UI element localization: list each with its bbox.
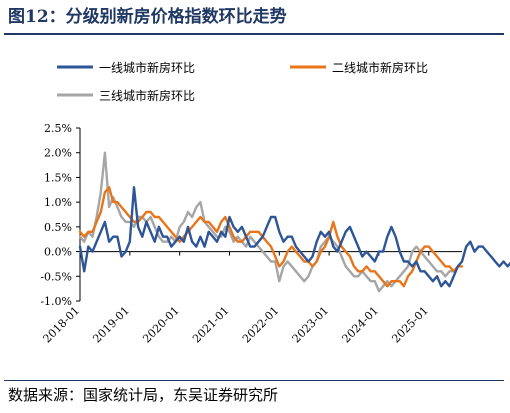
source-note: 数据来源：国家统计局，东吴证券研究所	[8, 386, 279, 404]
legend-label: 二线城市新房环比	[332, 60, 428, 75]
y-tick-label: 0.5%	[44, 221, 72, 234]
y-axis: 2.5% 2.0% 1.5% 1.0% 0.5% 0.0% -0.5% -1.0%	[40, 122, 81, 308]
y-tick-label: -0.5%	[40, 270, 72, 283]
y-tick-label: 2.5%	[44, 122, 72, 135]
series-line-1	[78, 186, 510, 288]
x-axis: 2018-01 2019-01 2020-01 2021-01 2022-01 2023-…	[41, 251, 462, 346]
x-tick-label: 2020-01	[140, 304, 182, 346]
x-tick-label: 2018-01	[41, 304, 83, 346]
series-lines	[78, 151, 510, 293]
x-tick-label: 2019-01	[90, 304, 132, 346]
x-tick-label: 2023-01	[290, 304, 332, 346]
title-divider	[4, 33, 504, 35]
series-line-2	[78, 186, 464, 288]
x-tick-label: 2021-01	[190, 304, 232, 346]
y-tick-label: 1.0%	[44, 196, 72, 209]
y-tick-label: -1.0%	[40, 295, 72, 308]
figure-title: 图12：分级别新房价格指数环比走势	[8, 7, 287, 27]
legend-label: 一线城市新房环比	[99, 60, 195, 75]
y-tick-label: 1.5%	[44, 171, 72, 184]
legend-label: 三线城市新房环比	[99, 88, 195, 103]
y-tick-label: 0.0%	[44, 246, 72, 259]
x-tick-label: 2022-01	[240, 304, 282, 346]
x-tick-label: 2024-01	[340, 304, 382, 346]
x-tick-label: 2025-01	[389, 304, 431, 346]
source-divider	[4, 380, 504, 381]
y-tick-label: 2.0%	[44, 147, 72, 160]
